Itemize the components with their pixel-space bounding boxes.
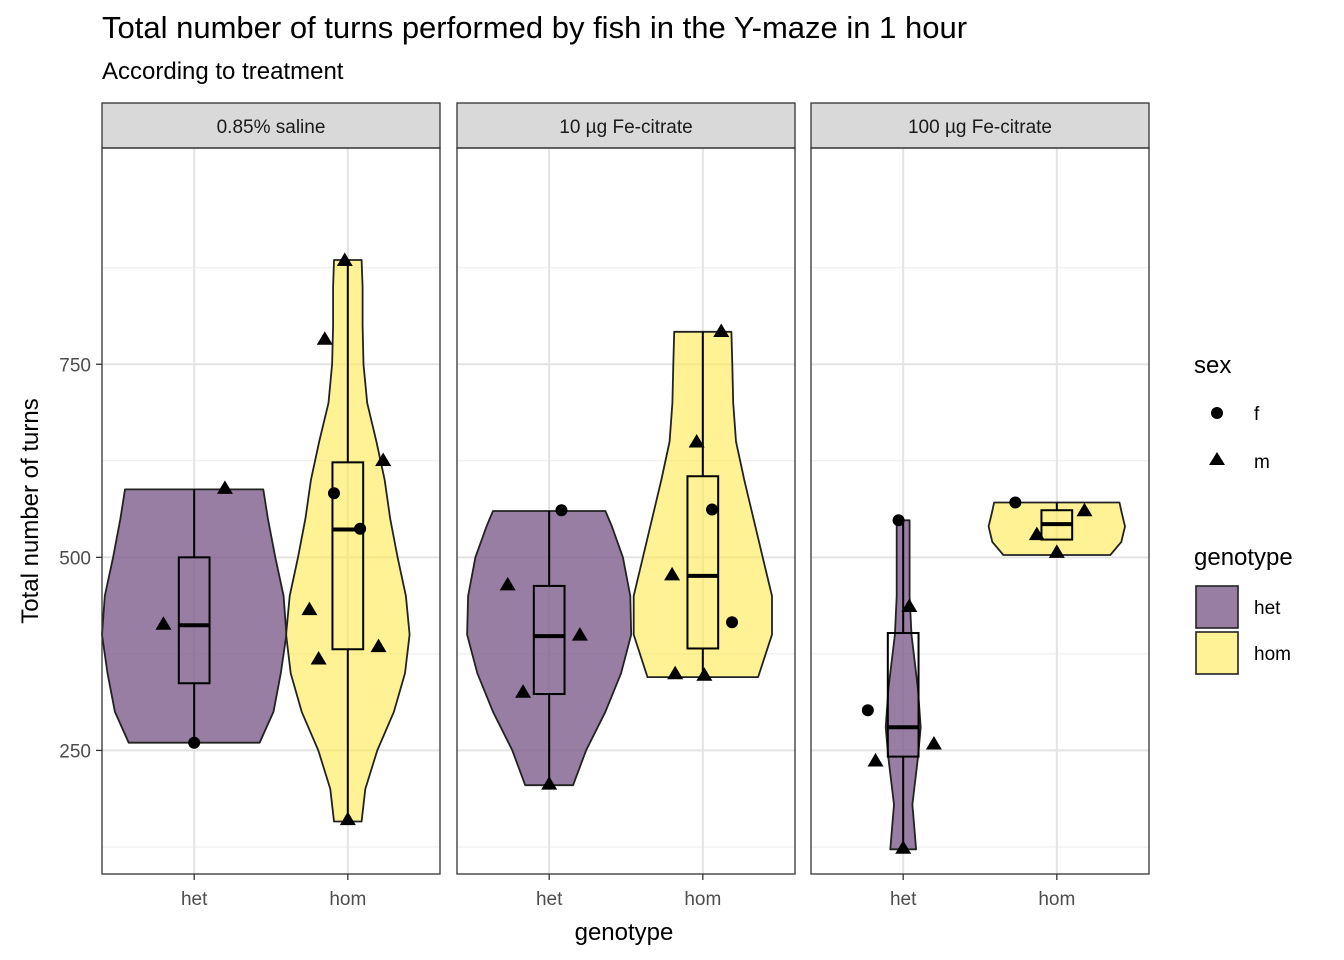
panel-border xyxy=(810,147,1150,875)
x-tick-label: hom xyxy=(329,889,366,910)
legend-key-het xyxy=(1195,585,1239,629)
point-m xyxy=(688,433,705,448)
x-axis: het hom het hom het hom xyxy=(181,874,1075,910)
point-f xyxy=(1009,496,1022,509)
group-het xyxy=(466,504,633,790)
legend-label-m: m xyxy=(1254,452,1270,473)
point-m xyxy=(155,616,172,630)
y-tick-label: 750 xyxy=(59,355,91,376)
point-f xyxy=(188,736,201,749)
point-m xyxy=(375,452,392,467)
facet-strip-label: 0.85% saline xyxy=(217,117,326,138)
point-m xyxy=(713,323,730,338)
point-m xyxy=(339,811,356,826)
facet-strip-label: 100 µg Fe-citrate xyxy=(908,117,1052,138)
point-f xyxy=(861,704,874,717)
x-tick-label: het xyxy=(890,889,917,910)
point-m xyxy=(541,776,558,790)
legend-title-genotype: genotype xyxy=(1194,544,1293,571)
box-het xyxy=(886,632,920,758)
point-f xyxy=(726,616,739,629)
legend-key-hom xyxy=(1195,631,1239,675)
group-het xyxy=(861,514,942,854)
facet-panel-2: 10 µg Fe-citrate xyxy=(456,102,796,875)
point-m xyxy=(867,752,884,767)
x-tick-label: het xyxy=(181,889,208,910)
y-axis-title: Total number of turns xyxy=(17,398,44,623)
point-m xyxy=(664,566,681,581)
point-f xyxy=(327,487,340,500)
point-m xyxy=(1048,544,1065,558)
point-m xyxy=(925,735,942,750)
point-m xyxy=(696,667,713,681)
panel-border xyxy=(101,147,441,875)
y-axis: 250 500 750 xyxy=(59,355,102,762)
point-m xyxy=(316,331,333,345)
point-m xyxy=(1028,526,1045,541)
group-hom xyxy=(285,252,411,826)
point-m xyxy=(310,651,327,665)
violin-hom xyxy=(632,330,773,678)
chart-title: Total number of turns performed by fish … xyxy=(102,10,968,45)
point-f xyxy=(354,522,367,535)
legend-title-sex: sex xyxy=(1194,352,1231,379)
legend-label-f: f xyxy=(1254,404,1260,425)
point-m xyxy=(515,684,532,698)
x-tick-label: hom xyxy=(1038,889,1075,910)
point-m xyxy=(667,665,684,680)
y-tick-label: 500 xyxy=(59,548,91,569)
chart-subtitle: According to treatment xyxy=(102,58,344,85)
y-tick-label: 250 xyxy=(59,741,91,762)
point-m xyxy=(216,480,233,494)
point-f xyxy=(555,504,568,517)
box-hom xyxy=(331,461,365,651)
box-het xyxy=(177,556,211,685)
point-m xyxy=(499,576,516,591)
facet-strip xyxy=(810,102,1150,149)
point-m xyxy=(901,598,918,612)
violin-hom xyxy=(285,259,411,823)
facet-strip-label: 10 µg Fe-citrate xyxy=(559,117,692,138)
point-m xyxy=(1076,502,1093,517)
x-tick-label: het xyxy=(536,889,563,910)
legend-key-f xyxy=(1211,407,1223,419)
legend-label-hom: hom xyxy=(1254,644,1291,665)
facet-panels: 0.85% saline 10 µg Fe-citrate 100 µg Fe-ci… xyxy=(101,102,1150,875)
point-f xyxy=(706,503,719,516)
group-hom xyxy=(632,323,773,681)
facet-panel-3: 100 µg Fe-citrate xyxy=(810,102,1150,875)
facet-strip xyxy=(456,102,796,149)
box-het xyxy=(532,584,566,696)
panel-border xyxy=(456,147,796,875)
legend-label-het: het xyxy=(1254,598,1281,619)
facet-strip xyxy=(101,102,441,149)
box-hom xyxy=(686,475,720,650)
point-m xyxy=(301,601,318,616)
x-tick-label: hom xyxy=(684,889,721,910)
group-hom xyxy=(987,496,1126,558)
violin-het xyxy=(101,488,288,744)
point-m xyxy=(336,252,353,266)
point-m xyxy=(895,840,912,854)
legend-key-m xyxy=(1209,452,1225,465)
legend: sex f m genotype het hom xyxy=(1194,352,1293,675)
point-f xyxy=(892,514,905,527)
x-axis-title: genotype xyxy=(575,919,674,946)
group-het xyxy=(101,480,288,749)
facet-panel-1: 0.85% saline xyxy=(101,102,441,875)
point-m xyxy=(370,638,387,653)
point-m xyxy=(571,627,588,641)
